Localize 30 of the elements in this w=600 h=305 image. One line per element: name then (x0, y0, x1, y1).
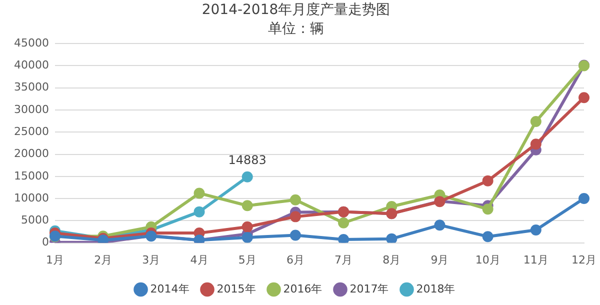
x-tick-label: 10月 (475, 253, 500, 266)
legend-label: 2018年 (416, 282, 456, 296)
x-tick-label: 6月 (286, 253, 304, 266)
x-tick-label: 8月 (382, 253, 401, 266)
y-tick-label: 30000 (14, 102, 49, 116)
y-tick-label: 45000 (14, 36, 49, 50)
x-tick-label: 2月 (94, 253, 112, 266)
chart-title: 2014-2018年月度产量走势图 (202, 2, 390, 18)
y-tick-label: 35000 (14, 80, 49, 94)
y-tick-label: 10000 (14, 191, 49, 204)
legend-label: 2017年 (350, 282, 389, 296)
x-tick-label: 4月 (190, 253, 208, 266)
data-label: 14883 (228, 153, 266, 168)
legend-label: 2014年 (150, 282, 190, 296)
x-tick-label: 1月 (46, 253, 64, 266)
legend-label: 2016年 (283, 282, 322, 296)
x-tick-label: 11月 (523, 253, 548, 266)
x-tick-label: 9月 (430, 253, 449, 266)
x-tick-label: 12月 (572, 253, 596, 266)
y-tick-label: 25000 (14, 124, 49, 138)
y-tick-label: 20000 (14, 147, 49, 160)
x-tick-label: 3月 (142, 253, 160, 266)
y-tick-label: 0 (42, 236, 49, 249)
y-tick-label: 5000 (20, 214, 49, 227)
chart-subtitle: 单位：辆 (268, 20, 324, 37)
y-tick-label: 15000 (14, 169, 49, 182)
y-tick-label: 40000 (14, 58, 49, 72)
x-tick-label: 7月 (334, 253, 353, 266)
x-tick-label: 5月 (238, 253, 256, 266)
legend-label: 2015年 (216, 282, 256, 296)
